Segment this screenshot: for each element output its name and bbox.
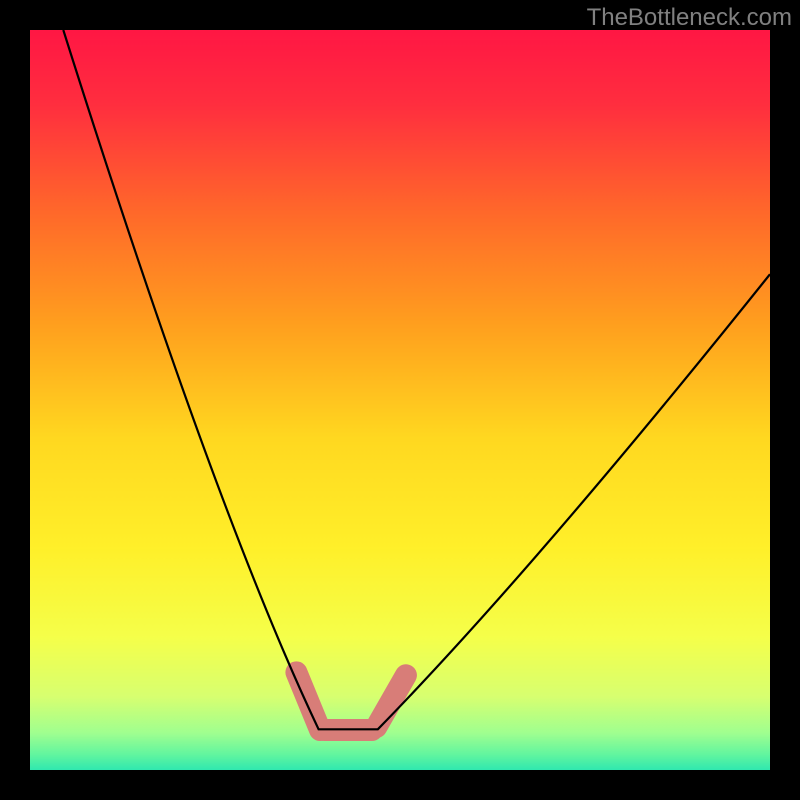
curve-overlay bbox=[30, 30, 770, 770]
watermark-text: TheBottleneck.com bbox=[587, 4, 792, 32]
v-curve bbox=[63, 30, 770, 729]
plot-area bbox=[30, 30, 770, 770]
highlight-segment-2 bbox=[376, 675, 406, 727]
highlight-group bbox=[296, 672, 406, 730]
highlight-segment-0 bbox=[296, 672, 320, 730]
